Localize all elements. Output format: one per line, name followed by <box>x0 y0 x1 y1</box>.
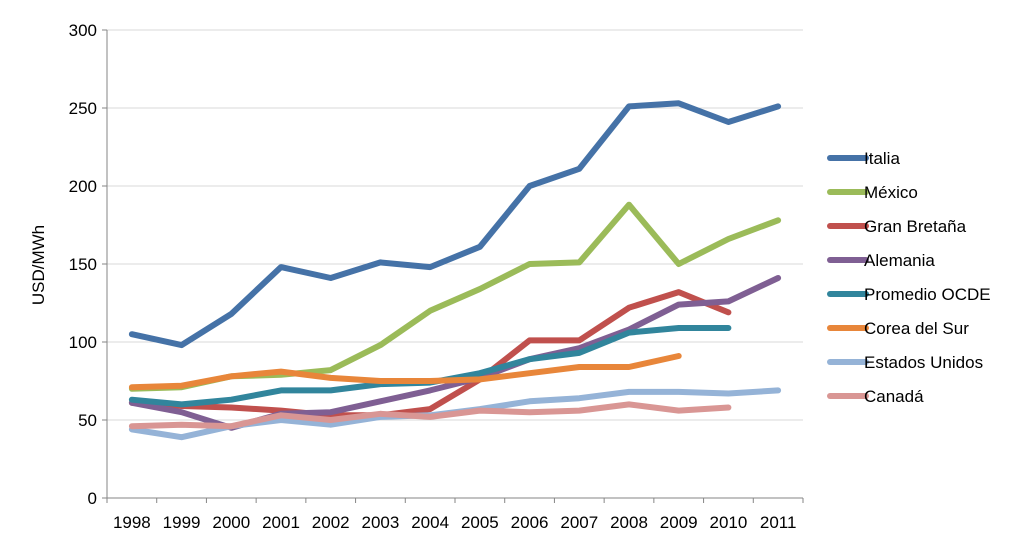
x-tick-label: 2007 <box>560 513 598 532</box>
x-tick-label: 2010 <box>710 513 748 532</box>
legend: Italia México Gran Bretaña Alemania Promedio… <box>827 149 991 406</box>
y-axis-ticks: 0 50 100 150 200 250 300 <box>69 21 107 508</box>
x-tick-label: 2009 <box>660 513 698 532</box>
x-tick-label: 2011 <box>760 513 797 532</box>
y-tick-label: 200 <box>69 177 97 196</box>
legend-label: Gran Bretaña <box>864 217 967 236</box>
legend-label: Estados Unidos <box>864 353 983 372</box>
y-tick-label: 0 <box>88 489 97 508</box>
y-tick-label: 100 <box>69 333 97 352</box>
legend-label: Canadá <box>864 387 924 406</box>
gridlines <box>107 29 803 421</box>
x-tick-label: 2001 <box>262 513 300 532</box>
x-axis-ticks: 1998 1999 2000 2001 2002 2003 2004 2005 2006 2007… <box>106 498 804 532</box>
x-tick-label: 2002 <box>312 513 350 532</box>
series-line-1 <box>128 100 782 349</box>
x-tick-label: 1998 <box>113 513 151 532</box>
x-tick-label: 2003 <box>362 513 400 532</box>
series-lines <box>128 100 782 441</box>
x-tick-label: 2006 <box>511 513 549 532</box>
y-tick-label: 300 <box>69 21 97 40</box>
x-tick-label: 2008 <box>610 513 648 532</box>
y-tick-label: 50 <box>78 411 97 430</box>
legend-label: Alemania <box>864 251 935 270</box>
series-line-3 <box>128 289 732 419</box>
y-tick-label: 150 <box>69 255 97 274</box>
x-tick-label: 2000 <box>212 513 250 532</box>
legend-label: Promedio OCDE <box>864 285 991 304</box>
legend-label: México <box>864 183 918 202</box>
series-line-2 <box>128 201 782 392</box>
legend-label: Italia <box>864 149 900 168</box>
series-line-8 <box>128 401 732 430</box>
series-line-6 <box>128 353 682 391</box>
x-tick-label: 1999 <box>163 513 201 532</box>
y-tick-label: 250 <box>69 99 97 118</box>
y-axis-title: USD/MWh <box>29 225 48 305</box>
legend-label: Corea del Sur <box>864 319 969 338</box>
x-tick-label: 2005 <box>461 513 499 532</box>
x-tick-label: 2004 <box>411 513 449 532</box>
